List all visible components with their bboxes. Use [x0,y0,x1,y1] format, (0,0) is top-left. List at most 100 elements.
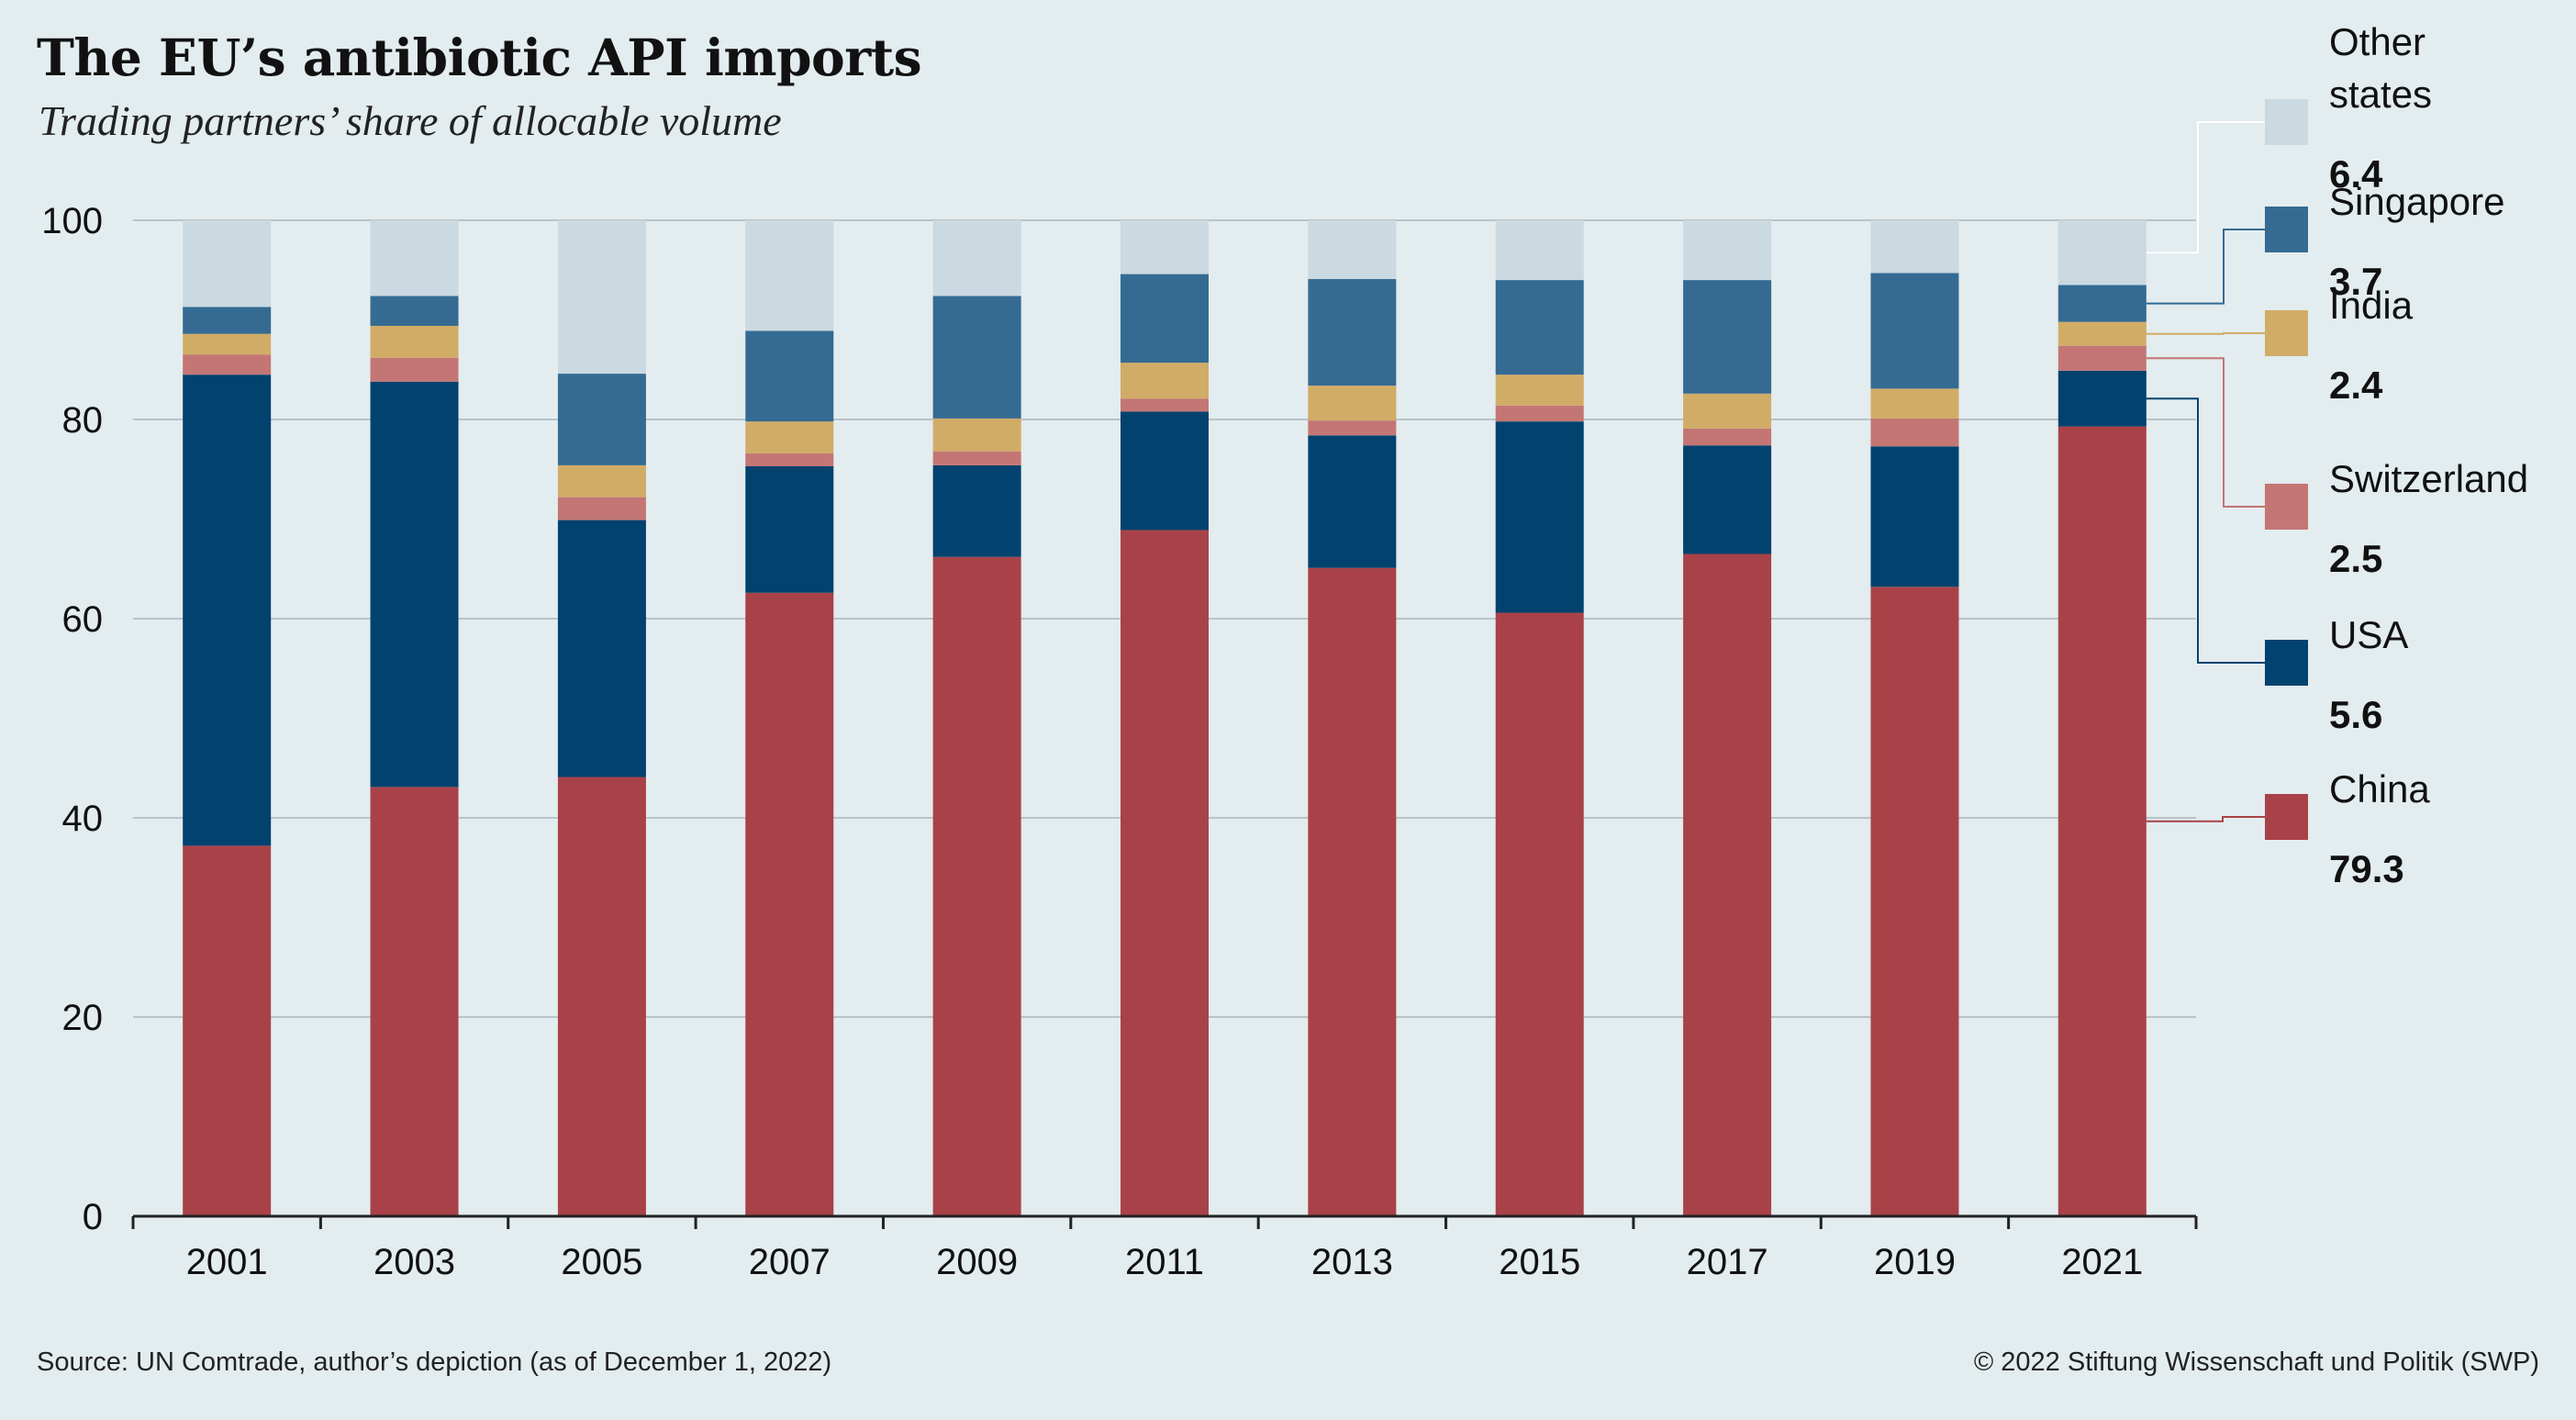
x-tick-label: 2013 [1311,1242,1393,1282]
legend-label: Singapore [2329,180,2504,223]
legend-value: 2.4 [2329,363,2383,407]
bar-segment-switzerland [1683,428,1772,446]
legend-swatch [2265,99,2308,145]
x-tick-label: 2015 [1499,1242,1580,1282]
bar-segment-other-states [1683,220,1772,281]
x-tick-label: 2007 [749,1242,831,1282]
bar-segment-china [1495,612,1584,1216]
legend-swatch [2265,640,2308,686]
bar-segment-china [183,845,272,1216]
bar-segment-singapore [183,307,272,334]
y-tick-label: 20 [62,998,104,1038]
bar-segment-singapore [745,330,834,422]
legend-leader-line [2146,332,2265,335]
legend-label: China [2329,767,2430,811]
bar-segment-india [2057,321,2147,346]
bar-segment-switzerland [1308,420,1397,436]
bar-segment-china [1870,587,1959,1216]
x-tick-label: 2017 [1687,1242,1768,1282]
legend-value: 5.6 [2329,693,2382,736]
bars [183,220,2147,1217]
bar-segment-usa [1308,435,1397,568]
legend-value: 3.7 [2329,260,2382,303]
x-tick-label: 2011 [1125,1242,1204,1282]
bar-segment-singapore [932,296,1021,419]
copyright-note: © 2022 Stiftung Wissenschaft und Politik… [1973,1347,2539,1377]
bar-segment-usa [557,520,646,777]
bar-segment-singapore [557,374,646,465]
legend-label: India [2329,284,2414,327]
bar-segment-usa [1870,446,1959,587]
x-tick-label: 2019 [1874,1242,1956,1282]
bar-segment-switzerland [1870,418,1959,447]
x-tick-label: 2003 [374,1242,455,1282]
bar-segment-switzerland [1495,405,1584,422]
bar-segment-usa [1495,421,1584,613]
legend-label: Other [2329,20,2425,63]
bar-segment-switzerland [932,451,1021,465]
legend: China 79.3 USA 5.6 Switzerland 2.5 India 2.4 Sin… [2146,20,2528,890]
legend-value: 79.3 [2329,847,2404,890]
bar-segment-china [2057,426,2147,1217]
bar-segment-india [183,333,272,355]
bar-segment-usa [745,465,834,593]
bar-segment-switzerland [557,497,646,520]
bar-segment-other-states [183,220,272,307]
bar-segment-other-states [745,220,834,331]
bar-segment-usa [183,375,272,846]
source-note: Source: UN Comtrade, author’s depiction … [37,1347,832,1377]
bar-segment-singapore [1308,279,1397,386]
bar-segment-india [1683,393,1772,429]
bar-segment-china [557,777,646,1216]
legend-value: 6.4 [2329,152,2383,196]
legend-label: states [2329,73,2432,116]
legend-label: USA [2329,613,2408,656]
bar-segment-other-states [1495,220,1584,281]
bar-segment-switzerland [1121,398,1209,412]
bar-segment-india [370,326,459,358]
bar-segment-china [745,592,834,1216]
chart-title: The EU’s antibiotic API imports [37,28,922,87]
x-tick-label: 2009 [936,1242,1018,1282]
y-tick-label: 60 [62,599,104,640]
legend-swatch [2265,484,2308,530]
bar-segment-switzerland [183,354,272,375]
bar-segment-other-states [1308,220,1397,280]
bar-segment-china [932,556,1021,1216]
bar-segment-other-states [1121,220,1209,274]
bar-segment-singapore [370,296,459,327]
legend-leader-line [2146,397,2265,664]
legend-leader-line [2146,816,2265,822]
bar-segment-india [932,418,1021,452]
bar-segment-usa [1683,445,1772,554]
bar-segment-other-states [2057,220,2147,285]
bar-segment-usa [1121,411,1209,531]
legend-swatch [2265,207,2308,252]
y-tick-label: 40 [62,799,104,839]
bar-segment-china [1683,553,1772,1216]
axes: 0 20 40 60 80 100 2001 2003 2005 2007 2009 2011 2013… [41,201,2198,1282]
legend-leader-line [2146,121,2265,254]
x-tick-label: 2001 [186,1242,268,1282]
y-tick-label: 80 [62,400,104,441]
bar-segment-switzerland [745,453,834,466]
x-tick-label: 2005 [561,1242,642,1282]
bar-segment-singapore [1121,274,1209,363]
legend-label: Switzerland [2329,457,2528,500]
bar-segment-india [1308,386,1397,421]
bar-segment-usa [370,381,459,788]
bar-segment-india [1870,388,1959,419]
bar-segment-india [1495,375,1584,406]
y-tick-label: 100 [41,201,103,241]
bar-segment-india [1121,363,1209,399]
bar-segment-usa [2057,370,2147,427]
legend-value: 2.5 [2329,537,2382,580]
bar-segment-singapore [1495,280,1584,375]
bar-segment-other-states [370,220,459,296]
bar-segment-china [1121,530,1209,1216]
bar-segment-china [1308,567,1397,1216]
bar-segment-switzerland [2057,345,2147,371]
chart-subtitle: Trading partners’ share of allocable vol… [39,97,782,144]
bar-segment-other-states [1870,220,1959,274]
